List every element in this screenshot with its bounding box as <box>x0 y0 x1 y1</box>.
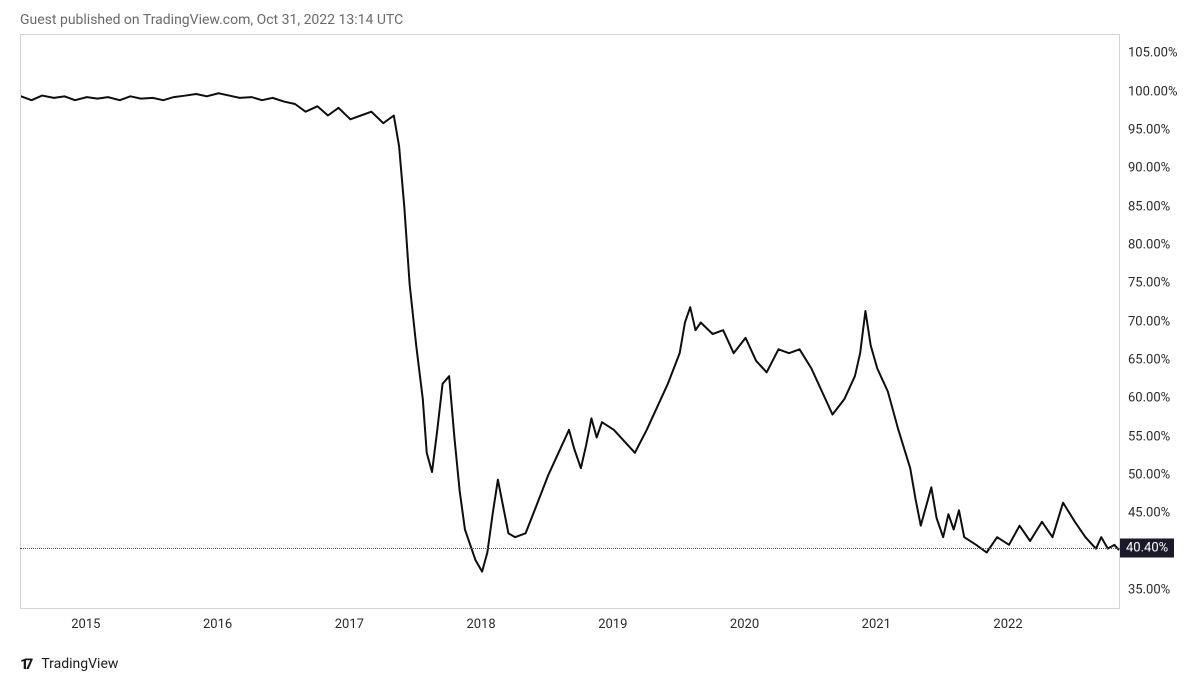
publish-info: Guest published on TradingView.com, Oct … <box>20 12 403 28</box>
footer-branding: 17 TradingView <box>20 655 118 673</box>
y-axis: 35.00%40.00%45.00%50.00%55.00%60.00%65.0… <box>1120 34 1190 609</box>
x-tick-label: 2017 <box>335 617 364 632</box>
x-tick-label: 2015 <box>71 617 100 632</box>
current-value-reference-line <box>20 548 1120 549</box>
tradingview-logo-icon: 17 <box>20 655 35 673</box>
brand-label: TradingView <box>41 656 118 672</box>
x-axis: 2015 2016 2017 2018 2019 2020 2021 2022 <box>20 609 1120 639</box>
y-tick-label: 90.00% <box>1128 161 1170 176</box>
y-tick-label: 35.00% <box>1128 582 1170 597</box>
chart-plot-area[interactable] <box>20 34 1120 609</box>
y-tick-label: 75.00% <box>1128 276 1170 291</box>
x-tick-label: 2018 <box>466 617 495 632</box>
y-tick-label: 65.00% <box>1128 352 1170 367</box>
line-chart-svg <box>21 35 1121 610</box>
y-tick-label: 100.00% <box>1128 84 1177 99</box>
x-tick-label: 2022 <box>993 617 1022 632</box>
x-tick-label: 2019 <box>598 617 627 632</box>
x-tick-label: 2020 <box>730 617 759 632</box>
y-tick-label: 60.00% <box>1128 391 1170 406</box>
x-tick-label: 2021 <box>862 617 891 632</box>
y-tick-label: 80.00% <box>1128 237 1170 252</box>
y-tick-label: 55.00% <box>1128 429 1170 444</box>
y-tick-label: 45.00% <box>1128 506 1170 521</box>
y-tick-label: 70.00% <box>1128 314 1170 329</box>
current-value-badge: 40.40% <box>1120 539 1174 558</box>
chart-container: Guest published on TradingView.com, Oct … <box>0 0 1200 689</box>
y-tick-label: 85.00% <box>1128 199 1170 214</box>
y-tick-label: 95.00% <box>1128 122 1170 137</box>
y-tick-label: 105.00% <box>1128 46 1177 61</box>
y-tick-label: 50.00% <box>1128 467 1170 482</box>
x-tick-label: 2016 <box>203 617 232 632</box>
